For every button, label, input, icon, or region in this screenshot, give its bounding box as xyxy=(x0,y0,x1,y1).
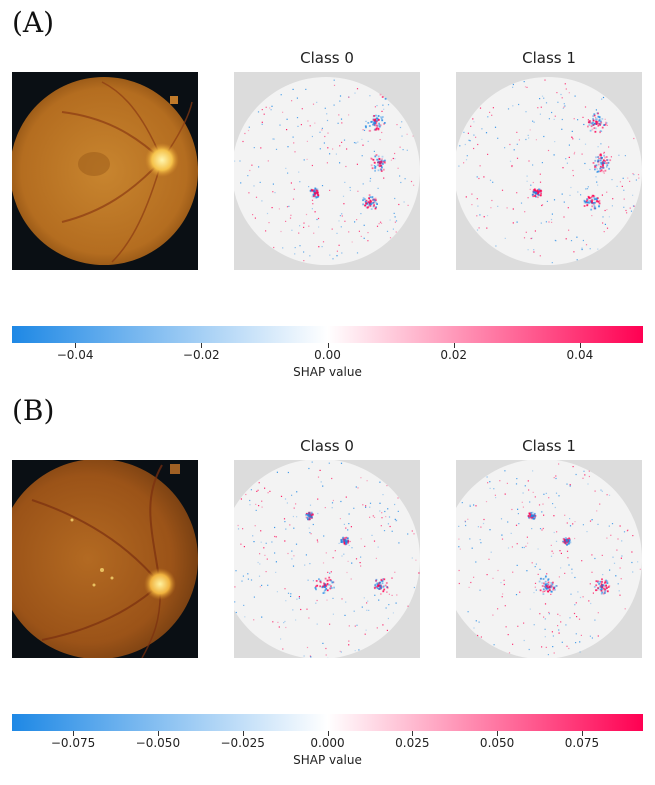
colorbar-tick xyxy=(327,343,329,348)
colorbar-tick-label: −0.025 xyxy=(220,736,265,750)
colorbar-tick-label: 0.000 xyxy=(310,736,345,750)
colorbar-tick xyxy=(579,343,581,348)
colorbar-tick xyxy=(581,731,583,736)
colorbar-tick xyxy=(327,731,329,736)
panel-a-colorbar-ticks: −0.04 −0.02 0.00 0.02 0.04 xyxy=(12,343,643,369)
colorbar-tick-label: 0.075 xyxy=(564,736,600,750)
colorbar-tick xyxy=(157,731,159,736)
colorbar-tick xyxy=(242,731,244,736)
colorbar-tick xyxy=(73,731,75,736)
panel-b-colorbar-ticks: −0.075 −0.050 −0.025 0.000 0.025 0.050 0.075 xyxy=(12,731,643,757)
panel-b-fundus-image xyxy=(12,460,198,658)
colorbar-tick-label: −0.02 xyxy=(182,348,220,362)
colorbar-tick xyxy=(201,343,203,348)
colorbar-tick xyxy=(497,731,499,736)
panel-b-class0-shap-map xyxy=(234,460,420,658)
panel-a-class1-title: Class 1 xyxy=(522,49,576,67)
colorbar-tick xyxy=(412,731,414,736)
panel-b-colorbar-gradient xyxy=(12,714,643,731)
panel-b-colorbar-label: SHAP value xyxy=(293,753,362,767)
panel-a-colorbar-gradient xyxy=(12,326,643,343)
panel-a-label: (A) xyxy=(12,6,55,39)
colorbar-tick-label: 0.02 xyxy=(440,348,468,362)
panel-a-colorbar-label: SHAP value xyxy=(293,365,362,379)
colorbar-tick-label: 0.025 xyxy=(395,736,430,750)
panel-b-class1-shap-map xyxy=(456,460,642,658)
colorbar-tick xyxy=(453,343,455,348)
panel-a-fundus-image xyxy=(12,72,198,270)
colorbar-tick-label: −0.050 xyxy=(135,736,181,750)
panel-b-class0-title: Class 0 xyxy=(300,437,354,455)
panel-b-label: (B) xyxy=(12,394,55,427)
panel-b-class1-title: Class 1 xyxy=(522,437,576,455)
colorbar-tick-label: 0.050 xyxy=(479,736,515,750)
panel-a-class0-title: Class 0 xyxy=(300,49,354,67)
colorbar-tick xyxy=(75,343,77,348)
panel-a-class0-shap-map xyxy=(234,72,420,270)
colorbar-tick-label: 0.00 xyxy=(314,348,341,362)
panel-a-colorbar: −0.04 −0.02 0.00 0.02 0.04 SHAP value xyxy=(12,326,643,379)
colorbar-tick-label: −0.04 xyxy=(56,348,94,362)
colorbar-tick-label: 0.04 xyxy=(566,348,594,362)
colorbar-tick-label: −0.075 xyxy=(50,736,96,750)
panel-b-colorbar: −0.075 −0.050 −0.025 0.000 0.025 0.050 0.075 S… xyxy=(12,714,643,767)
panel-a-class1-shap-map xyxy=(456,72,642,270)
